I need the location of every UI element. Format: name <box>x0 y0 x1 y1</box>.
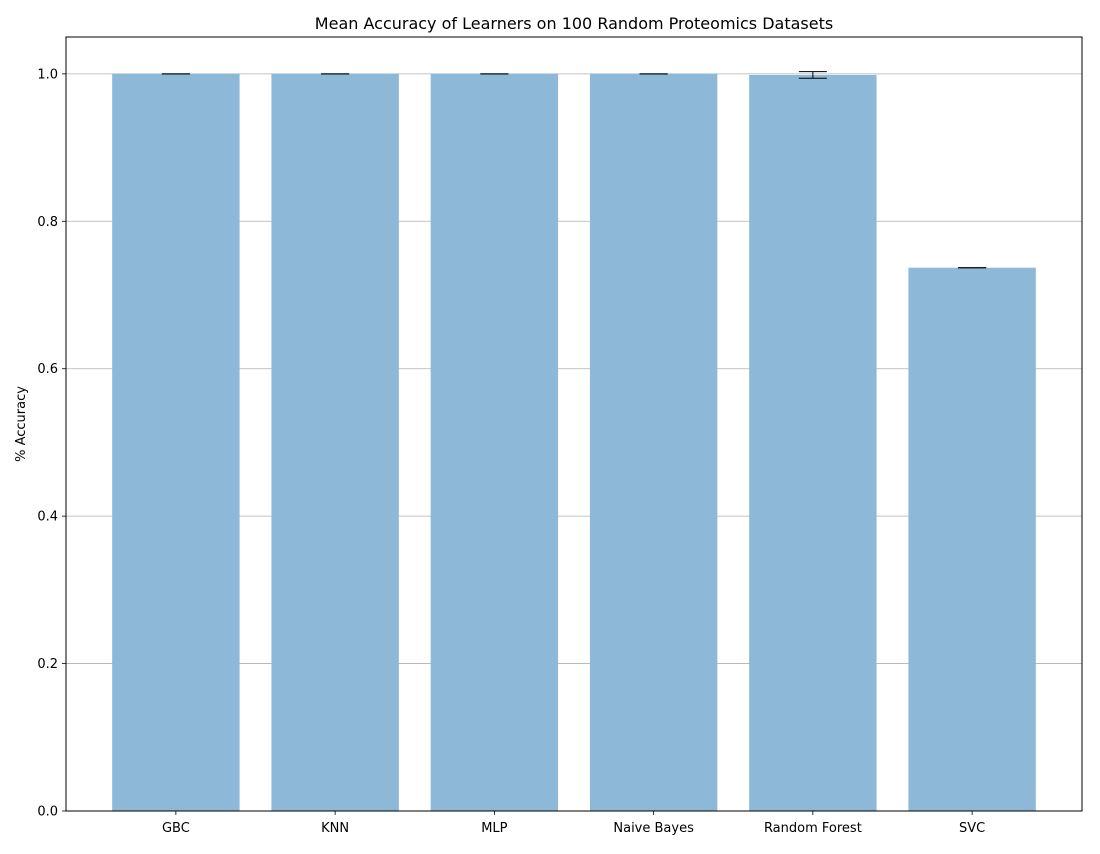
bar-knn <box>271 73 399 812</box>
x-tick-label: MLP <box>481 821 507 836</box>
x-tick-label: KNN <box>321 821 349 836</box>
plot-frame <box>65 36 1083 812</box>
y-tick-label: 0.4 <box>37 510 58 525</box>
bars <box>112 73 1036 812</box>
y-tick-label: 0.6 <box>37 362 58 377</box>
error-bars <box>161 71 987 269</box>
x-tick-label: SVC <box>959 821 985 836</box>
x-tick-label: Naive Bayes <box>613 821 694 836</box>
y-tick-label: 0.8 <box>37 215 58 230</box>
x-tick-label: GBC <box>162 821 190 836</box>
tick-labels: 0.0 0.2 0.4 0.6 0.8 1.0 GBC KNN MLP Naive Bayes Ra… <box>37 67 985 836</box>
bar-random-forest <box>749 74 877 811</box>
y-tick-label: 0.0 <box>37 805 58 820</box>
bar-svc <box>908 267 1036 811</box>
axes <box>62 36 1083 815</box>
bar-naive-bayes <box>589 73 718 812</box>
y-tick-label: 0.2 <box>37 657 58 672</box>
x-tick-label: Random Forest <box>764 821 862 836</box>
chart-title: Mean Accuracy of Learners on 100 Random … <box>315 14 833 33</box>
y-axis-label: % Accuracy <box>14 386 29 462</box>
y-tick-label: 1.0 <box>37 67 58 82</box>
bar-mlp <box>430 73 559 812</box>
bar-gbc <box>112 73 240 812</box>
